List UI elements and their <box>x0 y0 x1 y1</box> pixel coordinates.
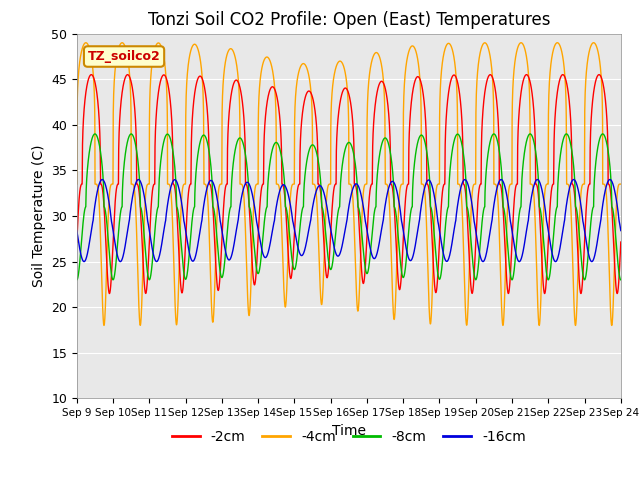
Text: TZ_soilco2: TZ_soilco2 <box>88 50 161 63</box>
Title: Tonzi Soil CO2 Profile: Open (East) Temperatures: Tonzi Soil CO2 Profile: Open (East) Temp… <box>148 11 550 29</box>
Legend: -2cm, -4cm, -8cm, -16cm: -2cm, -4cm, -8cm, -16cm <box>166 425 531 450</box>
Y-axis label: Soil Temperature (C): Soil Temperature (C) <box>31 145 45 287</box>
X-axis label: Time: Time <box>332 424 366 438</box>
